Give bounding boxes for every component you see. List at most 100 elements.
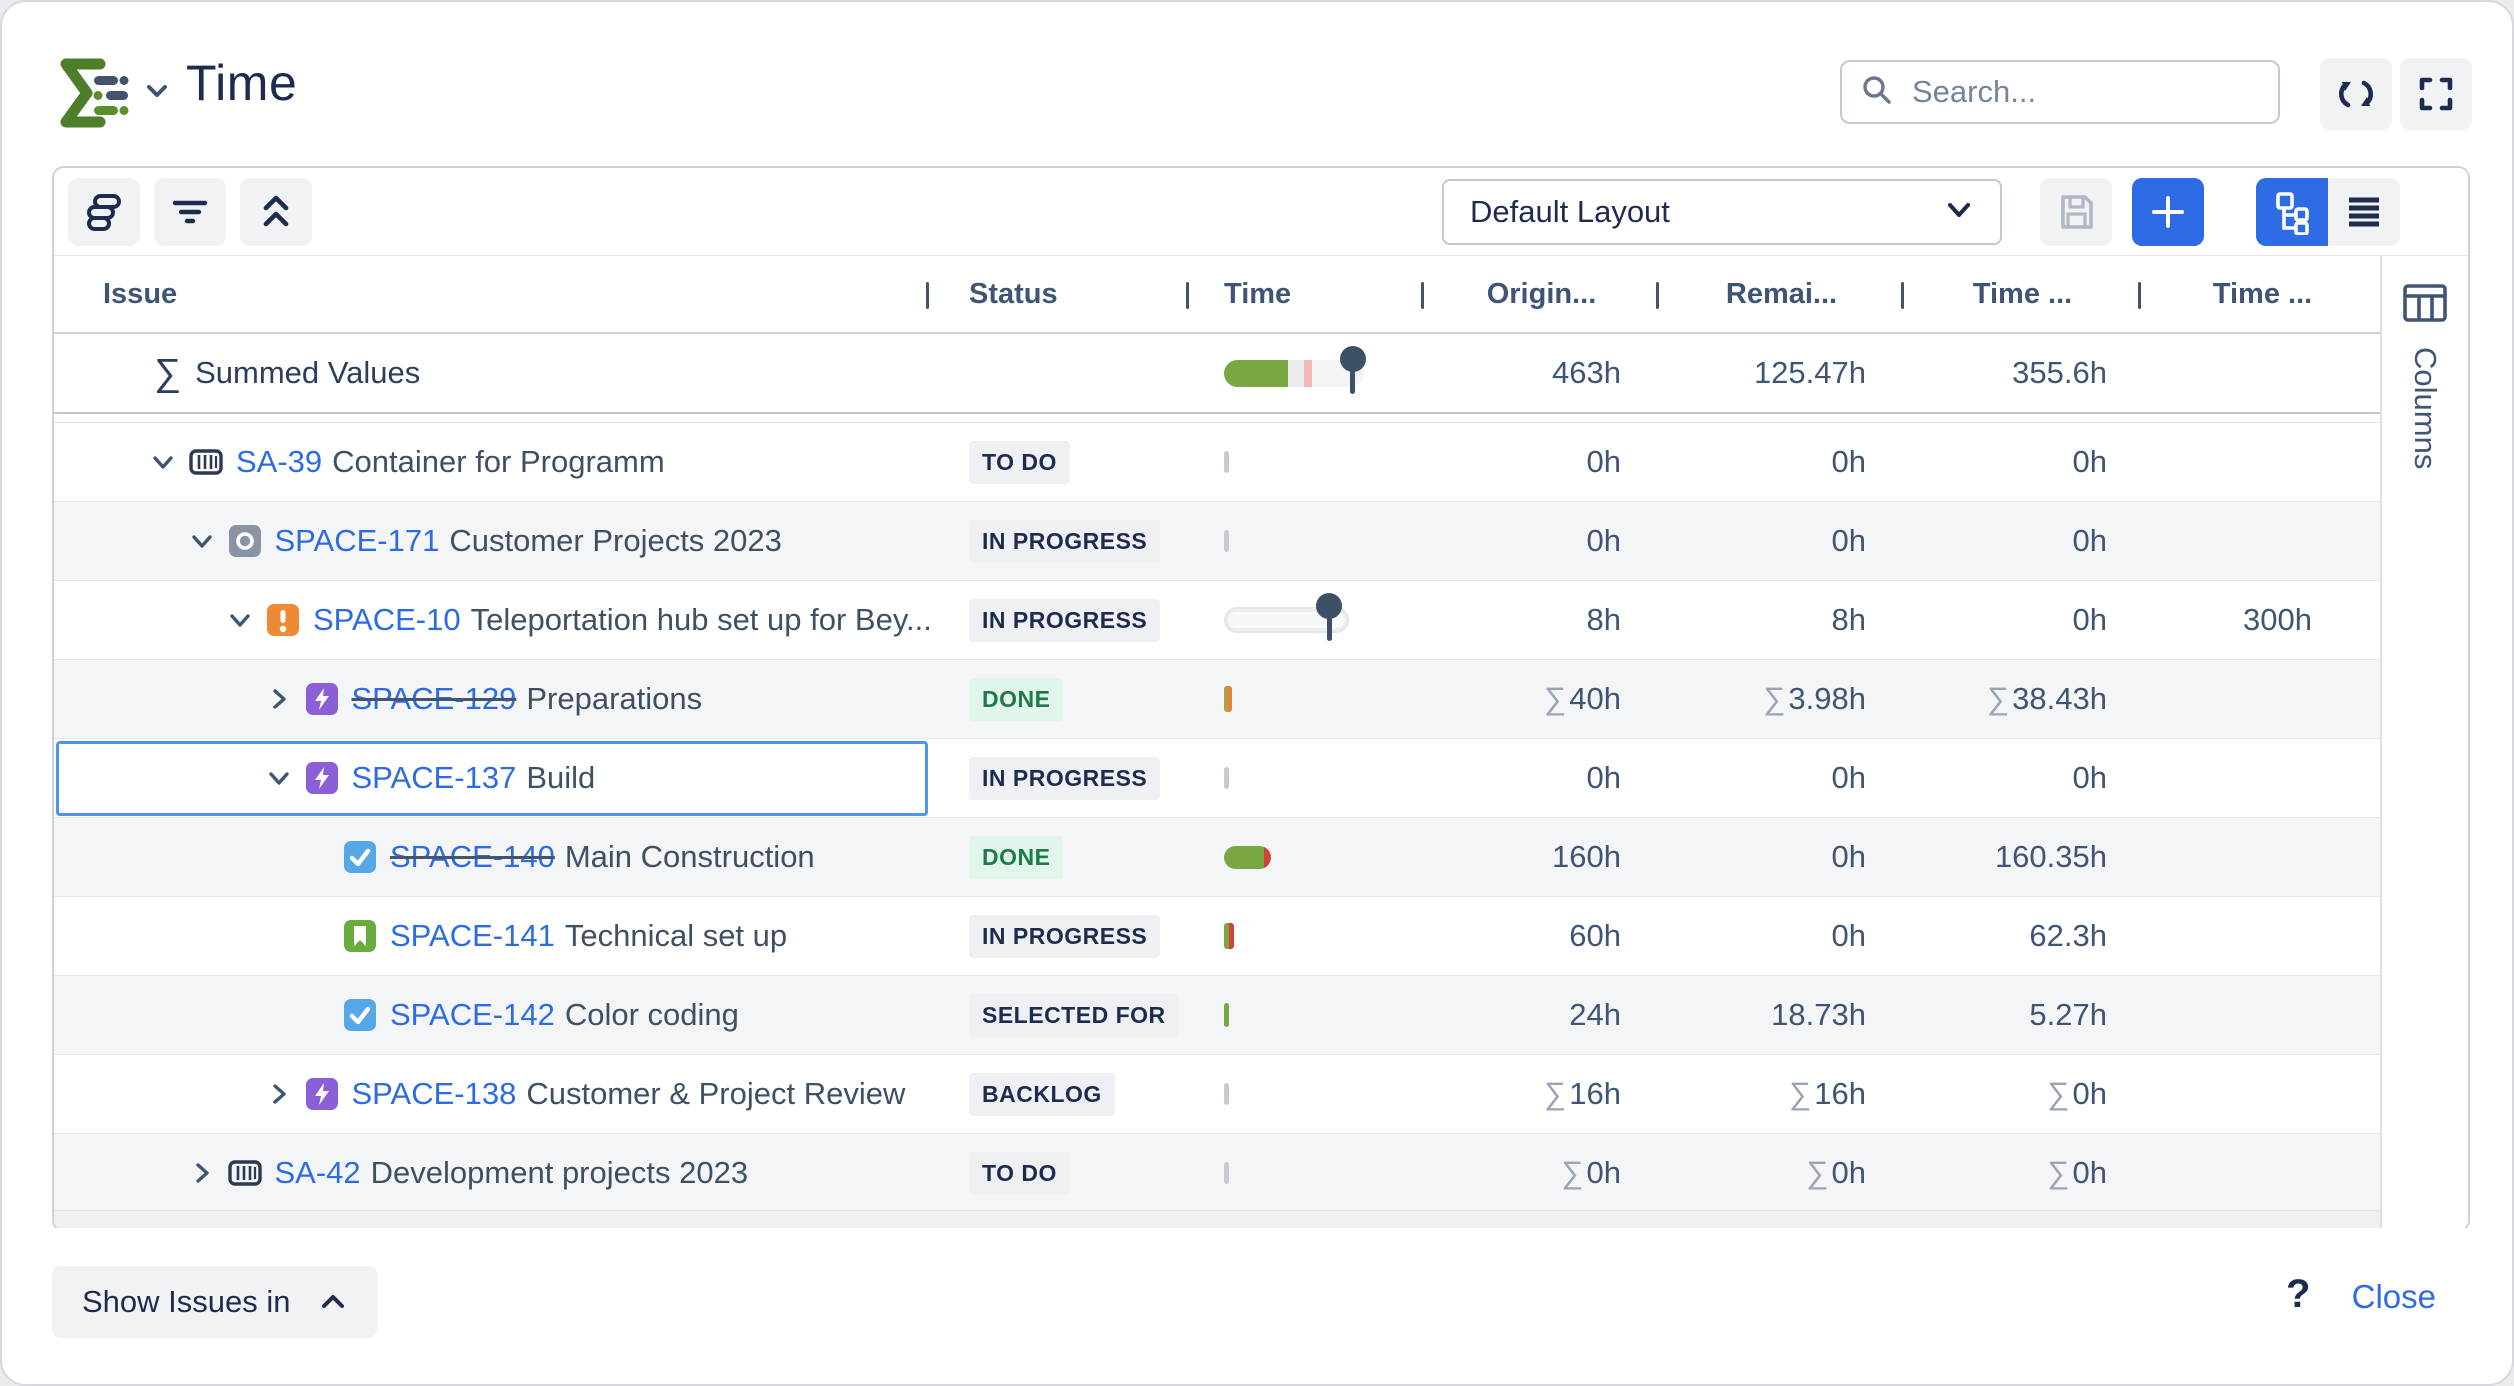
- summed-time-4: [2141, 334, 2384, 412]
- search-box[interactable]: [1840, 60, 2280, 124]
- table-row-space-137[interactable]: SPACE-137 Build IN PROGRESS 0h 0h 0h: [54, 739, 2384, 818]
- group-by-button[interactable]: [68, 178, 140, 246]
- chevron-right-icon[interactable]: [188, 1159, 216, 1187]
- refresh-button[interactable]: [2320, 58, 2392, 130]
- time-bar: [1224, 1003, 1229, 1027]
- issue-key-link[interactable]: SA-42: [274, 1155, 361, 1190]
- column-header-time_spent[interactable]: Time ...: [1904, 256, 2141, 332]
- issue-key-link[interactable]: SPACE-137: [351, 760, 517, 795]
- show-issues-in-button[interactable]: Show Issues in: [52, 1266, 377, 1338]
- issue-key-link[interactable]: SPACE-129: [351, 681, 517, 716]
- table-row-space-171[interactable]: SPACE-171 Customer Projects 2023 IN PROG…: [54, 502, 2384, 581]
- column-header-label: Time ...: [1972, 277, 2073, 310]
- app-switcher-chevron-down-icon[interactable]: [142, 80, 172, 107]
- value-text: 160h: [1552, 839, 1621, 874]
- table-row-space-142[interactable]: SPACE-142 Color coding SELECTED FOR 24h …: [54, 976, 2384, 1055]
- help-button[interactable]: ?: [2286, 1272, 2311, 1316]
- hierarchy-view-toggle[interactable]: [2256, 178, 2328, 246]
- add-button[interactable]: [2132, 178, 2204, 246]
- expand-toggle[interactable]: [265, 1080, 304, 1108]
- time-4-value: [2141, 897, 2384, 975]
- chevron-down-icon[interactable]: [265, 764, 293, 792]
- column-resize-handle[interactable]: [1186, 282, 1189, 309]
- grid-toolbar: Default Layout: [54, 168, 2468, 256]
- expand-toggle[interactable]: [188, 1159, 227, 1187]
- column-header-label: Issue: [103, 277, 178, 310]
- time-spent-value: 5.27h: [1904, 976, 2141, 1054]
- remaining-value: 0h: [1659, 818, 1904, 896]
- table-row-space-10[interactable]: SPACE-10 Teleportation hub set up for Be…: [54, 581, 2384, 660]
- column-header-remaining[interactable]: Remai...: [1659, 256, 1904, 332]
- time-4-value: [2141, 1134, 2384, 1212]
- expand-toggle[interactable]: [188, 527, 227, 555]
- column-resize-handle[interactable]: [1656, 282, 1659, 309]
- chevron-right-icon[interactable]: [265, 685, 293, 713]
- collapse-all-button[interactable]: [240, 178, 312, 246]
- close-button[interactable]: Close: [2351, 1278, 2436, 1315]
- issues-table: Issue Status Time Origin... Remai... Tim…: [54, 256, 2384, 1213]
- value-text: 40h: [1569, 681, 1621, 716]
- container-icon: [227, 1155, 263, 1191]
- original-estimate-value: 24h: [1424, 976, 1659, 1054]
- table-row-space-138[interactable]: SPACE-138 Customer & Project Review BACK…: [54, 1055, 2384, 1134]
- column-resize-handle[interactable]: [1421, 282, 1424, 309]
- status-badge: IN PROGRESS: [969, 756, 1161, 800]
- original-estimate-value: 0h: [1424, 739, 1659, 817]
- expand-toggle[interactable]: [149, 448, 188, 476]
- issue-key-link[interactable]: SA-39: [236, 444, 323, 479]
- time-bar: [1224, 845, 1271, 869]
- horizontal-scrollbar[interactable]: [54, 1210, 2380, 1230]
- chevron-down-icon[interactable]: [188, 527, 216, 555]
- issue-key-link[interactable]: SPACE-10: [313, 602, 461, 637]
- value-text: 38.43h: [2012, 681, 2107, 716]
- table-row-space-140[interactable]: SPACE-140 Main Construction DONE 160h 0h…: [54, 818, 2384, 897]
- issue-key-link[interactable]: SPACE-171: [274, 523, 440, 558]
- issue-key-link[interactable]: SPACE-138: [351, 1076, 517, 1111]
- layout-selector[interactable]: Default Layout: [1442, 179, 2002, 245]
- sum-sigma-prefix: ∑: [1789, 1076, 1812, 1111]
- fullscreen-button[interactable]: [2400, 58, 2472, 130]
- filter-button[interactable]: [154, 178, 226, 246]
- column-resize-handle[interactable]: [1901, 282, 1904, 309]
- expand-toggle[interactable]: [265, 685, 304, 713]
- layout-selector-value: Default Layout: [1470, 194, 1670, 229]
- table-row-sa-42[interactable]: SA-42 Development projects 2023 TO DO ∑ 0…: [54, 1134, 2384, 1213]
- table-row-sa-39[interactable]: SA-39 Container for Programm TO DO 0h 0h…: [54, 423, 2384, 502]
- value-text: 0h: [1831, 918, 1866, 953]
- table-row-space-129[interactable]: SPACE-129 Preparations DONE ∑ 40h ∑ 3.98h …: [54, 660, 2384, 739]
- remaining-value: 0h: [1659, 502, 1904, 580]
- app-logo-sigma-icon[interactable]: [54, 54, 132, 132]
- time-bar: [1224, 451, 1229, 473]
- expand-toggle[interactable]: [226, 606, 265, 634]
- chevron-down-icon[interactable]: [226, 606, 254, 634]
- column-header-issue[interactable]: Issue: [54, 256, 929, 332]
- alert-icon: [265, 602, 301, 638]
- sum-sigma-prefix: ∑: [1763, 681, 1786, 716]
- time-spent-value: 0h: [1904, 423, 2141, 501]
- time-bar: [1224, 1083, 1229, 1105]
- issue-key-link[interactable]: SPACE-141: [390, 918, 555, 953]
- value-text: 0h: [2072, 444, 2107, 479]
- issue-key-link[interactable]: SPACE-142: [390, 997, 555, 1032]
- column-header-label: Time: [1224, 277, 1292, 310]
- column-header-status[interactable]: Status: [929, 256, 1189, 332]
- sum-sigma-prefix: ∑: [1806, 1155, 1829, 1190]
- list-view-toggle[interactable]: [2328, 178, 2400, 246]
- expand-toggle[interactable]: [265, 764, 304, 792]
- sum-sigma-prefix: ∑: [1544, 1076, 1567, 1111]
- chevron-right-icon[interactable]: [265, 1080, 293, 1108]
- time-bar: [1224, 767, 1229, 789]
- table-row-space-141[interactable]: SPACE-141 Technical set up IN PROGRESS 6…: [54, 897, 2384, 976]
- chevron-down-icon[interactable]: [149, 448, 177, 476]
- column-resize-handle[interactable]: [2138, 282, 2141, 309]
- column-header-original[interactable]: Origin...: [1424, 256, 1659, 332]
- search-input[interactable]: [1910, 73, 2260, 111]
- issue-key-link[interactable]: SPACE-140: [390, 839, 555, 874]
- columns-side-panel[interactable]: Columns: [2380, 256, 2468, 1230]
- column-resize-handle[interactable]: [926, 282, 929, 309]
- status-badge: IN PROGRESS: [969, 914, 1161, 958]
- save-layout-button[interactable]: [2040, 178, 2112, 246]
- column-header-time[interactable]: Time: [1189, 256, 1424, 332]
- time-4-value: [2141, 818, 2384, 896]
- column-header-time_4[interactable]: Time ...: [2141, 256, 2384, 332]
